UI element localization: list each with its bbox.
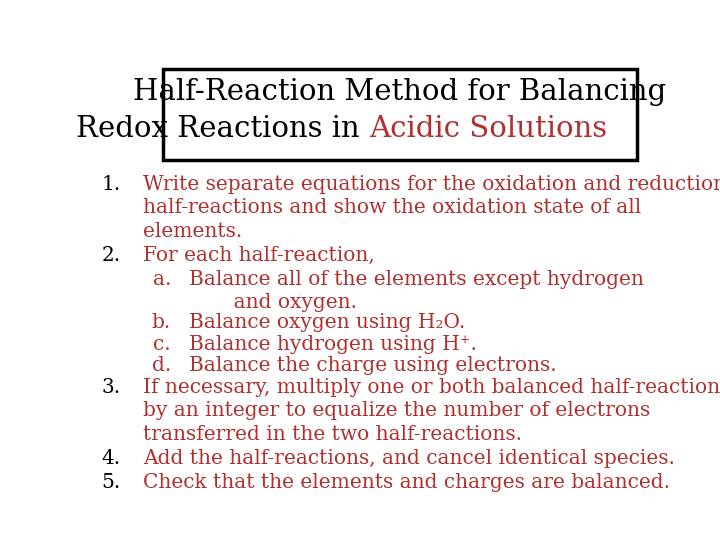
Text: b.: b. <box>152 313 171 332</box>
Text: 2.: 2. <box>102 246 121 265</box>
Text: Redox Reactions in: Redox Reactions in <box>76 115 369 143</box>
Text: Balance all of the elements except hydrogen
       and oxygen.: Balance all of the elements except hydro… <box>189 270 644 312</box>
Text: 1.: 1. <box>102 175 121 194</box>
Text: If necessary, multiply one or both balanced half-reactions
by an integer to equa: If necessary, multiply one or both balan… <box>143 378 720 444</box>
Text: 4.: 4. <box>102 449 121 468</box>
Text: For each half-reaction,: For each half-reaction, <box>143 246 374 265</box>
Text: 3.: 3. <box>102 378 121 397</box>
Text: Balance oxygen using H₂O.: Balance oxygen using H₂O. <box>189 313 466 332</box>
Text: Balance the charge using electrons.: Balance the charge using electrons. <box>189 356 557 375</box>
Text: Acidic Solutions: Acidic Solutions <box>369 115 607 143</box>
Text: Half-Reaction Method for Balancing: Half-Reaction Method for Balancing <box>133 78 666 106</box>
Text: Add the half-reactions, and cancel identical species.: Add the half-reactions, and cancel ident… <box>143 449 675 468</box>
Text: Balance hydrogen using H⁺.: Balance hydrogen using H⁺. <box>189 335 477 354</box>
Text: 5.: 5. <box>102 472 121 492</box>
Text: Write separate equations for the oxidation and reduction
half-reactions and show: Write separate equations for the oxidati… <box>143 175 720 241</box>
Text: d.: d. <box>152 356 171 375</box>
Text: Check that the elements and charges are balanced.: Check that the elements and charges are … <box>143 472 670 492</box>
FancyBboxPatch shape <box>163 69 637 160</box>
Text: a.: a. <box>153 270 171 289</box>
Text: c.: c. <box>153 335 171 354</box>
